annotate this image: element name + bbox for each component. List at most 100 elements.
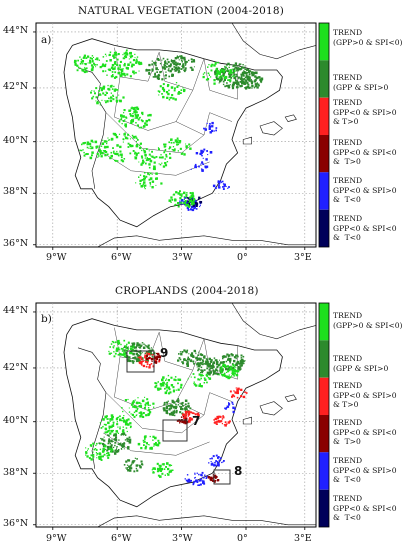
panel-b-trend-pixel — [130, 403, 133, 406]
panel-a-trend-pixel — [137, 62, 140, 65]
panel-a-trend-pixel — [190, 66, 193, 69]
panel-b-trend-pixel — [128, 465, 131, 468]
panel-a-trend-pixel — [120, 117, 123, 119]
panel-b-trend-pixel — [215, 423, 217, 425]
panel-b-trend-pixel — [116, 446, 118, 448]
panel-a-trend-pixel — [151, 68, 154, 71]
panel-b-trend-pixel — [242, 358, 244, 361]
panel-a-trend-pixel — [85, 153, 88, 156]
panel-a-trend-pixel — [235, 64, 237, 66]
panel-b-trend-pixel — [193, 416, 195, 418]
panel-a-trend-pixel — [178, 91, 181, 93]
panel-b-trend-pixel — [132, 352, 134, 354]
panel-a-trend-pixel — [139, 144, 141, 146]
panel-b-trend-pixel — [109, 430, 111, 432]
panel-b-trend-pixel — [115, 418, 119, 421]
panel-b-trend-pixel — [219, 361, 223, 364]
panel-a-trend-pixel — [163, 90, 166, 93]
panel-a-trend-pixel — [177, 141, 179, 144]
panel-a-trend-pixel — [119, 150, 122, 153]
panel-a-trend-pixel — [174, 57, 178, 60]
panel-b-trend-pixel — [230, 367, 233, 370]
panel-a-trend-pixel — [80, 61, 83, 63]
panel-a-trend-pixel — [214, 73, 217, 76]
panel-b-trend-pixel — [228, 402, 230, 404]
panel-a-trend-pixel — [226, 68, 229, 70]
panel-a-trend-pixel — [117, 71, 120, 75]
panel-b-trend-pixel — [102, 442, 105, 446]
panel-a-trend-pixel — [86, 55, 90, 58]
panel-a-trend-pixel — [151, 63, 154, 66]
panel-a-trend-pixel — [107, 87, 110, 91]
panel-b-trend-pixel — [206, 381, 208, 384]
panel-a-trend-pixel — [134, 113, 137, 115]
panel-b-trend-pixel — [222, 416, 225, 419]
panel-a-trend-pixel — [140, 163, 143, 166]
panel-b-trend-pixel — [193, 376, 196, 379]
panel-a-trend-pixel — [119, 61, 122, 63]
panel-b-trend-pixel — [155, 442, 157, 444]
panel-b-trend-pixel — [232, 406, 235, 410]
panel-a-trend-pixel — [231, 85, 234, 88]
panel-b-trend-pixel — [206, 363, 210, 366]
panel-b-trend-pixel — [215, 479, 217, 482]
panel-a-trend-pixel — [226, 69, 229, 72]
panel-b-trend-pixel — [184, 414, 186, 416]
panel-b-trend-pixel — [202, 480, 205, 484]
panel-b-trend-pixel — [178, 353, 180, 355]
panel-b-trend-pixel — [180, 405, 182, 408]
panel-b-trend-pixel — [132, 460, 135, 463]
panel-b-trend-pixel — [172, 410, 175, 413]
panel-a-trend-pixel — [162, 83, 165, 86]
panel-b-trend-pixel — [203, 382, 206, 384]
panel-a-trend-pixel — [209, 131, 212, 134]
panel-a-trend-pixel — [91, 67, 94, 70]
panel-b-trend-pixel — [137, 346, 139, 348]
panel-b-trend-pixel — [127, 418, 130, 421]
panel-b-trend-pixel — [159, 464, 162, 468]
panel-b-trend-pixel — [196, 359, 199, 361]
panel-a-trend-pixel — [190, 196, 193, 198]
panel-a-trend-pixel — [217, 180, 220, 184]
panel-a-trend-pixel — [98, 90, 100, 92]
panel-b-trend-pixel — [242, 355, 245, 358]
panel-a-trend-pixel — [124, 74, 126, 77]
panel-a-trend-pixel — [110, 66, 114, 69]
panel-b-trend-pixel — [104, 415, 107, 419]
panel-b-trend-pixel — [146, 345, 149, 348]
panel-b-trend-pixel — [236, 389, 239, 393]
panel-b-trend-pixel — [132, 405, 135, 408]
panel-b-trend-pixel — [223, 373, 226, 376]
panel-b-trend-pixel — [205, 358, 208, 360]
panel-a-trend-pixel — [122, 57, 125, 60]
panel-a-trend-pixel — [165, 91, 169, 94]
panel-b-trend-pixel — [148, 444, 150, 446]
panel-b-trend-pixel — [170, 384, 174, 387]
panel-b-trend-pixel — [154, 360, 156, 362]
panel-a-title: NATURAL VEGETATION (2004-2018) — [78, 5, 285, 17]
panel-a-trend-pixel — [110, 154, 113, 158]
panel-a-trend-pixel — [170, 141, 173, 144]
panel-a-trend-pixel — [164, 148, 167, 151]
panel-a-trend-pixel — [102, 85, 106, 88]
panel-b-trend-pixel — [152, 467, 155, 470]
panel-a-trend-pixel — [124, 119, 126, 121]
panel-b-trend-pixel — [142, 439, 145, 442]
panel-b-trend-pixel — [225, 407, 227, 410]
panel-a-trend-pixel — [123, 73, 126, 76]
panel-a-trend-pixel — [134, 135, 137, 138]
panel-a-trend-pixel — [131, 55, 134, 58]
panel-a-trend-pixel — [114, 63, 116, 65]
panel-b-trend-pixel — [147, 404, 150, 406]
panel-a-trend-pixel — [158, 90, 161, 93]
panel-b-trend-pixel — [102, 425, 104, 428]
panel-a-trend-pixel — [152, 70, 154, 72]
panel-b-trend-pixel — [225, 375, 229, 379]
panel-a-trend-pixel — [159, 71, 162, 74]
panel-b-trend-pixel — [157, 470, 159, 473]
panel-a-trend-pixel — [238, 63, 241, 66]
panel-a-trend-pixel — [250, 79, 252, 81]
panel-a-trend-pixel — [214, 62, 217, 65]
panel-a-trend-pixel — [251, 81, 254, 83]
panel-b-trend-pixel — [195, 476, 196, 478]
